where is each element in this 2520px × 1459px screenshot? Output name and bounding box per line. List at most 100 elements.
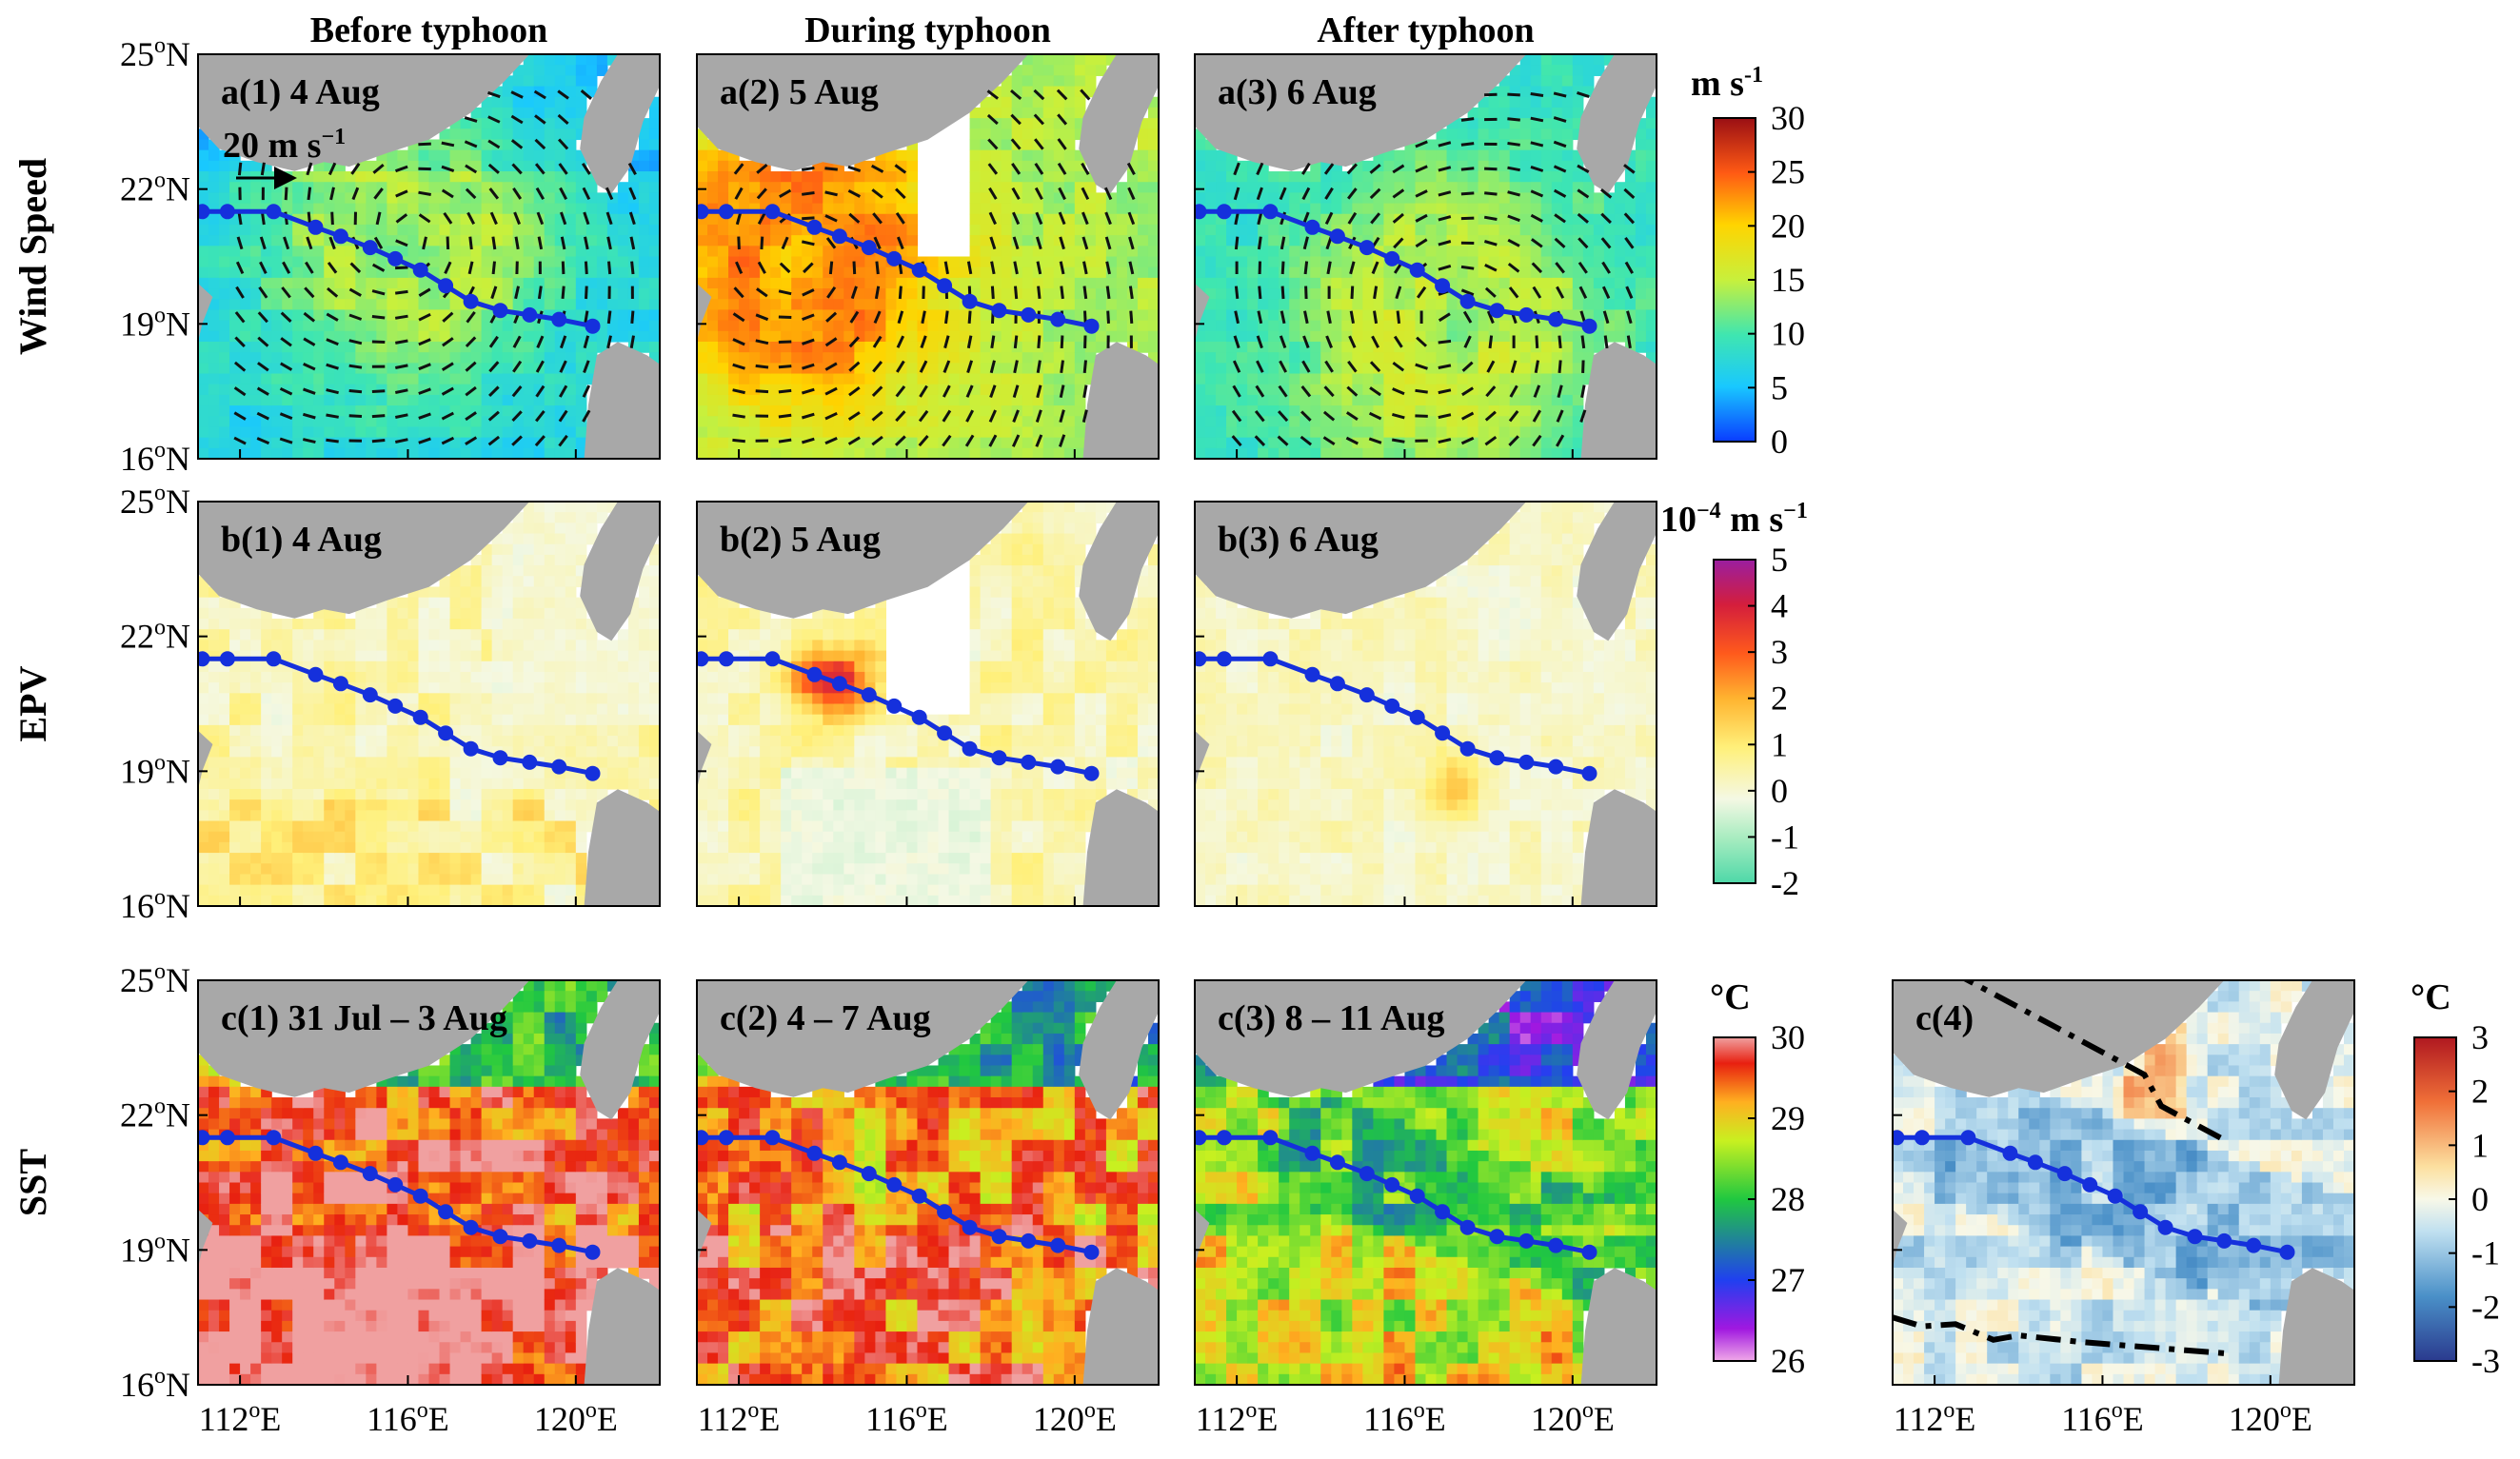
field-cell <box>198 182 209 193</box>
field-cell <box>261 426 272 439</box>
field-cell <box>1635 320 1647 332</box>
field-cell <box>240 235 251 246</box>
field-cell <box>428 246 441 258</box>
field-cell <box>1509 192 1521 205</box>
field-cell <box>198 853 209 864</box>
field-cell <box>1383 447 1396 459</box>
field-cell <box>1341 416 1353 428</box>
field-cell <box>313 820 325 833</box>
field-cell <box>948 416 961 428</box>
field-cell <box>303 703 314 716</box>
field-cell <box>1331 160 1342 172</box>
field-cell <box>439 203 451 215</box>
wind-arrow <box>870 164 884 173</box>
wind-arrow <box>1600 212 1612 225</box>
field-cell <box>271 330 283 343</box>
field-cell <box>282 895 293 906</box>
field-cell <box>1268 171 1280 183</box>
field-cell <box>1258 288 1269 300</box>
field-cell <box>906 139 919 151</box>
field-cell <box>1063 192 1076 205</box>
field-cell <box>1467 426 1479 439</box>
field-cell <box>1063 384 1076 396</box>
field-cell <box>1226 160 1238 172</box>
field-cell <box>1519 256 1532 268</box>
field-cell <box>990 139 1002 151</box>
row-label: Wind Speed <box>11 158 54 355</box>
field-cell <box>387 426 399 439</box>
field-cell <box>1268 192 1280 205</box>
field-cell <box>1614 224 1626 236</box>
field-cell <box>1331 363 1342 375</box>
wind-arrow <box>443 211 453 225</box>
field-cell <box>1195 405 1206 417</box>
field-cell <box>1289 320 1300 332</box>
wind-arrow <box>489 211 498 226</box>
wind-arrow <box>1080 89 1091 101</box>
wind-arrow <box>989 360 996 374</box>
field-cell <box>271 682 283 694</box>
wind-arrow <box>418 437 431 444</box>
field-cell <box>313 288 325 300</box>
wind-arrow <box>1460 142 1475 147</box>
field-cell <box>1084 352 1097 364</box>
field-cell <box>481 107 493 119</box>
field-cell <box>1341 320 1353 332</box>
field-cell <box>240 447 251 459</box>
field-cell <box>917 373 929 385</box>
field-cell <box>1195 128 1206 141</box>
field-cell <box>1572 182 1584 193</box>
field-cell <box>1519 160 1532 172</box>
field-cell <box>1582 224 1595 236</box>
field-cell <box>854 437 865 449</box>
wind-arrow <box>326 363 339 370</box>
field-cell <box>606 203 619 215</box>
wind-arrow <box>1277 410 1289 423</box>
field-cell <box>575 266 587 279</box>
field-cell <box>718 171 729 183</box>
field-cell <box>760 309 771 322</box>
field-cell <box>407 224 420 236</box>
field-cell <box>718 246 729 258</box>
field-cell <box>533 426 546 439</box>
field-cell <box>1561 171 1574 183</box>
field-cell <box>917 405 929 417</box>
field-cell <box>366 352 377 364</box>
field-cell <box>1352 363 1363 375</box>
field-cell <box>875 266 887 279</box>
field-cell <box>512 341 525 353</box>
field-cell <box>376 394 388 406</box>
field-cell <box>749 213 761 226</box>
field-cell <box>250 895 262 906</box>
field-cell <box>324 874 335 886</box>
field-cell <box>697 149 708 162</box>
field-cell <box>1289 309 1300 322</box>
wind-arrow <box>351 187 360 201</box>
field-cell <box>502 373 514 385</box>
field-cell <box>1011 320 1023 332</box>
field-cell <box>596 266 608 279</box>
field-cell <box>481 235 493 246</box>
field-cell <box>460 447 472 459</box>
wind-arrow <box>394 438 408 444</box>
field-cell <box>1467 182 1479 193</box>
field-cell <box>208 149 220 162</box>
field-cell <box>728 224 740 236</box>
field-cell <box>1373 299 1385 311</box>
field-cell <box>906 288 919 300</box>
field-cell <box>418 309 430 322</box>
wind-arrow <box>1010 138 1022 150</box>
field-cell <box>1572 341 1584 353</box>
field-cell <box>1530 203 1542 215</box>
field-cell <box>544 149 556 162</box>
field-cell <box>728 203 740 215</box>
field-cell <box>1457 330 1469 343</box>
wind-arrow <box>1347 187 1358 200</box>
field-cell <box>1022 384 1034 396</box>
field-cell <box>292 853 304 864</box>
wind-arrow <box>441 362 454 371</box>
field-cell <box>749 256 761 268</box>
field-cell <box>533 65 546 76</box>
wind-arrow <box>327 262 338 274</box>
field-cell <box>1582 203 1595 215</box>
